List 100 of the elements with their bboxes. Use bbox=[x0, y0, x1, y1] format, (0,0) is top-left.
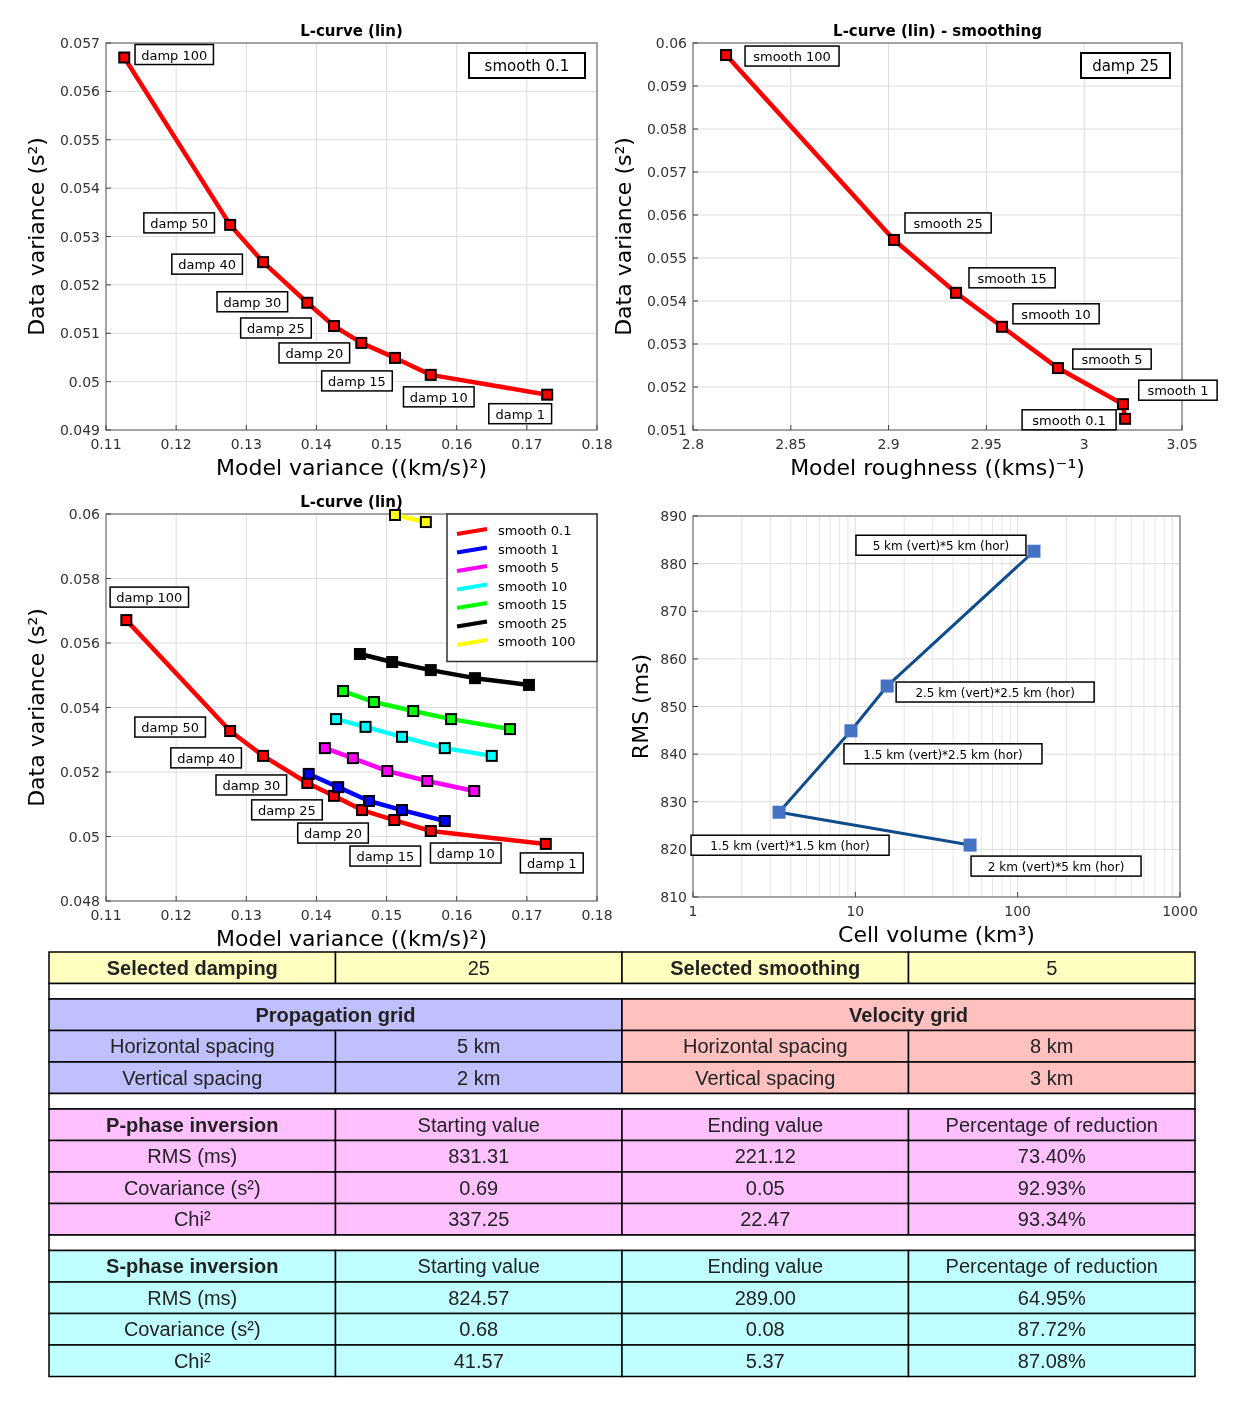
point bbox=[445, 713, 458, 726]
point bbox=[118, 51, 131, 64]
annotation: damp 15 bbox=[356, 849, 415, 865]
point bbox=[353, 647, 366, 660]
x-tick-label: 0.16 bbox=[441, 907, 473, 923]
x-tick-label: 0.15 bbox=[370, 436, 403, 452]
point bbox=[301, 296, 314, 309]
annotation: 5 km (vert)*5 km (hor) bbox=[872, 539, 1010, 554]
point bbox=[424, 368, 437, 381]
x-tick-label: 3 bbox=[1079, 436, 1089, 452]
text: Selected damping bbox=[106, 956, 278, 979]
legend-label: smooth 25 bbox=[498, 615, 568, 631]
annotation: damp 100 bbox=[116, 590, 183, 606]
point bbox=[224, 725, 237, 738]
legend-label: smooth 1 bbox=[498, 541, 560, 557]
text: 8 km bbox=[1030, 1035, 1074, 1058]
text: 0.05 bbox=[745, 1176, 785, 1199]
y-tick-label: 0.06 bbox=[68, 506, 101, 522]
y-axis-title: RMS (ms) bbox=[628, 653, 653, 760]
y-tick-label: 0.058 bbox=[646, 121, 687, 137]
text: P-phase inversion bbox=[106, 1113, 279, 1136]
text: 0.08 bbox=[745, 1318, 785, 1341]
y-tick-label: 0.053 bbox=[59, 228, 100, 245]
point bbox=[367, 696, 380, 709]
annotation: smooth 0.1 bbox=[484, 57, 570, 75]
x-tick-label: 100 bbox=[1004, 903, 1032, 919]
chart-title: L-curve (lin) - smoothing bbox=[833, 22, 1042, 40]
annotation: damp 1 bbox=[495, 406, 545, 422]
text: 0.69 bbox=[459, 1176, 499, 1199]
text: Chi² bbox=[173, 1208, 211, 1231]
y-tick-label: 0.054 bbox=[646, 293, 688, 309]
text: RMS (ms) bbox=[147, 1286, 238, 1309]
y-tick-label: 840 bbox=[660, 746, 687, 763]
point bbox=[302, 767, 315, 780]
annotation: smooth 15 bbox=[977, 270, 1047, 286]
point bbox=[541, 388, 554, 401]
annotation: damp 50 bbox=[141, 720, 200, 736]
x-tick-label: 1 bbox=[688, 903, 698, 919]
annotation: damp 10 bbox=[409, 389, 468, 405]
point bbox=[346, 752, 359, 765]
point bbox=[504, 723, 517, 736]
annotation: 2 km (vert)*5 km (hor) bbox=[987, 860, 1125, 875]
point bbox=[996, 320, 1009, 333]
text: Propagation grid bbox=[255, 1003, 416, 1026]
y-tick-label: 0.057 bbox=[59, 35, 100, 51]
x-tick-label: 0.13 bbox=[230, 907, 262, 923]
x-tick-label: 2.8 bbox=[681, 436, 705, 452]
x-tick-label: 0.16 bbox=[441, 436, 473, 452]
annotation: damp 40 bbox=[177, 750, 236, 766]
point bbox=[257, 749, 270, 762]
text: 5 km bbox=[457, 1035, 501, 1058]
text: 92.93% bbox=[1017, 1176, 1086, 1199]
y-tick-label: 0.056 bbox=[59, 635, 101, 651]
y-tick-label: 0.056 bbox=[646, 207, 688, 223]
legend-label: smooth 100 bbox=[498, 634, 576, 649]
text: 3 km bbox=[1030, 1066, 1074, 1089]
point bbox=[332, 781, 345, 794]
y-tick-label: 0.052 bbox=[59, 764, 100, 780]
y-tick-label: 0.056 bbox=[59, 83, 101, 100]
y-tick-label: 0.049 bbox=[59, 422, 100, 438]
text: 25 bbox=[467, 956, 490, 979]
point bbox=[468, 672, 481, 685]
point bbox=[363, 795, 376, 808]
annotation: 1.5 km (vert)*1.5 km (hor) bbox=[710, 839, 870, 854]
point bbox=[1119, 412, 1132, 425]
text: Chi² bbox=[173, 1349, 211, 1372]
y-tick-label: 0.055 bbox=[59, 131, 100, 148]
y-tick-label: 890 bbox=[660, 508, 687, 524]
text: 87.72% bbox=[1017, 1318, 1086, 1341]
annotation: 1.5 km (vert)*2.5 km (hor) bbox=[863, 747, 1023, 762]
point bbox=[522, 678, 535, 691]
annotation: damp 15 bbox=[328, 373, 386, 389]
x-tick-label: 0.11 bbox=[90, 436, 122, 452]
text: 41.57 bbox=[453, 1349, 504, 1372]
annotation: smooth 10 bbox=[1021, 306, 1091, 322]
point bbox=[356, 804, 369, 817]
y-tick-label: 0.05 bbox=[68, 373, 100, 390]
x-axis-title: Model roughness ((kms)⁻¹) bbox=[790, 455, 1085, 480]
point bbox=[421, 775, 434, 788]
text: Ending value bbox=[707, 1113, 824, 1136]
text: 73.40% bbox=[1017, 1145, 1086, 1168]
text: Covariance (s²) bbox=[123, 1318, 261, 1341]
point bbox=[539, 837, 552, 850]
x-tick-label: 0.17 bbox=[511, 436, 543, 452]
point bbox=[396, 804, 408, 817]
point bbox=[388, 351, 401, 364]
y-tick-label: 0.052 bbox=[646, 379, 687, 395]
text: 337.25 bbox=[448, 1208, 510, 1231]
y-tick-label: 0.054 bbox=[59, 180, 101, 197]
x-tick-label: 2.85 bbox=[775, 436, 807, 452]
annotation: damp 50 bbox=[150, 215, 209, 231]
point bbox=[720, 49, 733, 62]
x-axis-title: Model variance ((km/s)²) bbox=[216, 926, 487, 951]
text: Starting value bbox=[417, 1113, 540, 1136]
text: 831.31 bbox=[448, 1145, 510, 1168]
text: 2 km bbox=[457, 1066, 501, 1089]
text: Starting value bbox=[417, 1255, 540, 1278]
y-tick-label: 0.052 bbox=[59, 276, 100, 293]
y-tick-label: 0.059 bbox=[646, 78, 687, 94]
point bbox=[359, 720, 372, 733]
